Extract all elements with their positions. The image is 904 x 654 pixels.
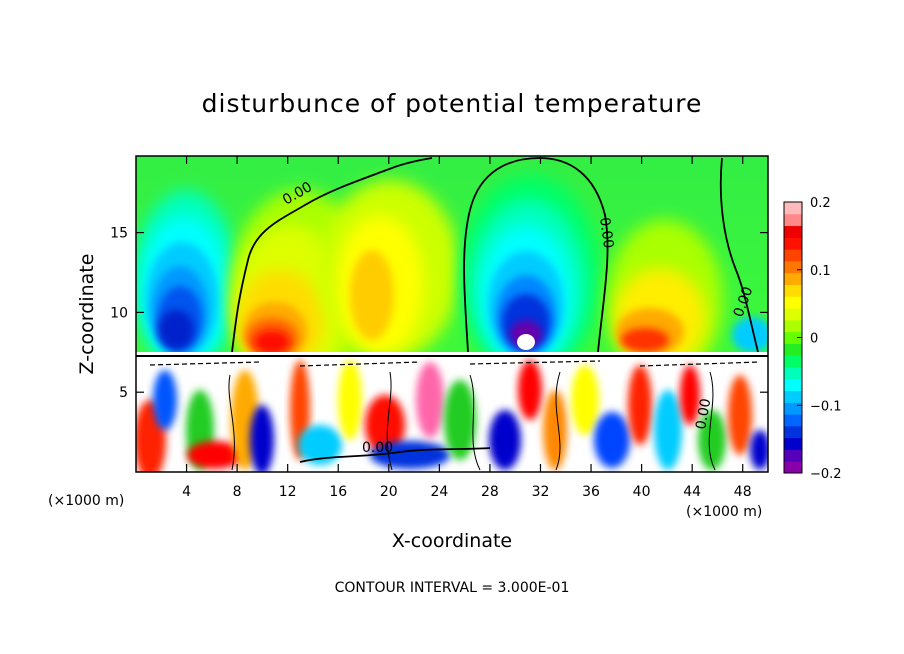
cold-dome-left bbox=[136, 190, 238, 370]
colorbar-swatch bbox=[784, 272, 802, 285]
warm-plume-middle bbox=[320, 180, 460, 360]
x-tick-label: 8 bbox=[233, 484, 242, 500]
colorbar-tick-label: 0.2 bbox=[810, 196, 831, 211]
zero-contours bbox=[231, 157, 759, 463]
colorbar-swatch bbox=[784, 343, 802, 356]
plot-frame bbox=[135, 155, 769, 473]
colorbar-swatch bbox=[784, 213, 802, 227]
warm-plume-right bbox=[607, 220, 768, 380]
colorbar-swatch bbox=[784, 331, 802, 344]
colorbar-tick-label: 0.1 bbox=[810, 264, 831, 279]
colorbar-swatch bbox=[784, 249, 802, 262]
colorbar-swatch bbox=[784, 425, 802, 439]
colorbar-swatch bbox=[784, 449, 802, 462]
x-tick-label: 12 bbox=[279, 484, 297, 500]
x-axis-unit-right: (×1000 m) bbox=[686, 504, 762, 520]
x-tick-label: 36 bbox=[582, 484, 600, 500]
contour-interval-label: CONTOUR INTERVAL = 3.000E-01 bbox=[335, 580, 570, 596]
x-tick-label: 44 bbox=[683, 484, 701, 500]
colorbar-swatch bbox=[784, 296, 802, 309]
contour-label: 0.00 bbox=[362, 440, 393, 456]
colorbar-swatch bbox=[784, 308, 802, 321]
cold-dome-right bbox=[460, 175, 600, 375]
colorbar-swatch bbox=[784, 355, 802, 368]
colorbar-swatch bbox=[784, 414, 802, 427]
colorbar-swatch bbox=[784, 390, 802, 403]
colorbar-swatch bbox=[784, 284, 802, 297]
x-tick-label: 16 bbox=[329, 484, 347, 500]
x-tick-label: 40 bbox=[633, 484, 651, 500]
colorbar: 0.2 0.1 0 −0.1 −0.2 bbox=[783, 196, 842, 482]
colorbar-swatch bbox=[784, 225, 802, 238]
contour-label: 0.00 bbox=[693, 397, 714, 430]
colorbar-tick-label: 0 bbox=[810, 332, 818, 347]
x-axis-label: X-coordinate bbox=[392, 530, 512, 552]
x-tick-label: 32 bbox=[532, 484, 550, 500]
colorbar-swatch bbox=[784, 202, 802, 215]
contour-label: 0.00 bbox=[596, 216, 616, 249]
colorbar-swatch bbox=[784, 402, 802, 415]
colorbar-swatch bbox=[784, 260, 802, 274]
x-tick-label: 4 bbox=[182, 484, 191, 500]
colorbar-tick-label: −0.2 bbox=[810, 467, 842, 482]
x-tick-label: 28 bbox=[481, 484, 499, 500]
colorbar-swatch bbox=[784, 437, 802, 450]
colorbar-swatch bbox=[784, 461, 802, 474]
colorbar-tick-label: −0.1 bbox=[810, 399, 842, 414]
x-tick-label: 20 bbox=[380, 484, 398, 500]
colorbar-swatch bbox=[784, 319, 802, 333]
colorbar-swatch bbox=[784, 378, 802, 392]
x-tick-label: 24 bbox=[430, 484, 448, 500]
y-tick-label: 15 bbox=[110, 226, 128, 242]
turbulent-layer bbox=[136, 352, 768, 472]
y-tick-label: 5 bbox=[119, 385, 128, 401]
contour-field: 0.00 0.00 0.00 0.00 0.00 bbox=[136, 156, 768, 472]
x-axis-unit-left: (×1000 m) bbox=[48, 493, 124, 509]
y-axis-label: Z-coordinate bbox=[76, 254, 98, 375]
colorbar-swatch bbox=[784, 366, 802, 380]
y-tick-label: 10 bbox=[110, 305, 128, 321]
chart-title: disturbunce of potential temperature bbox=[202, 89, 703, 118]
colorbar-swatch bbox=[784, 237, 802, 250]
x-axis: 4 8 12 16 20 24 28 32 36 40 44 48 bbox=[182, 156, 752, 500]
x-tick-label: 48 bbox=[734, 484, 752, 500]
y-axis: 5 10 15 bbox=[110, 226, 768, 401]
